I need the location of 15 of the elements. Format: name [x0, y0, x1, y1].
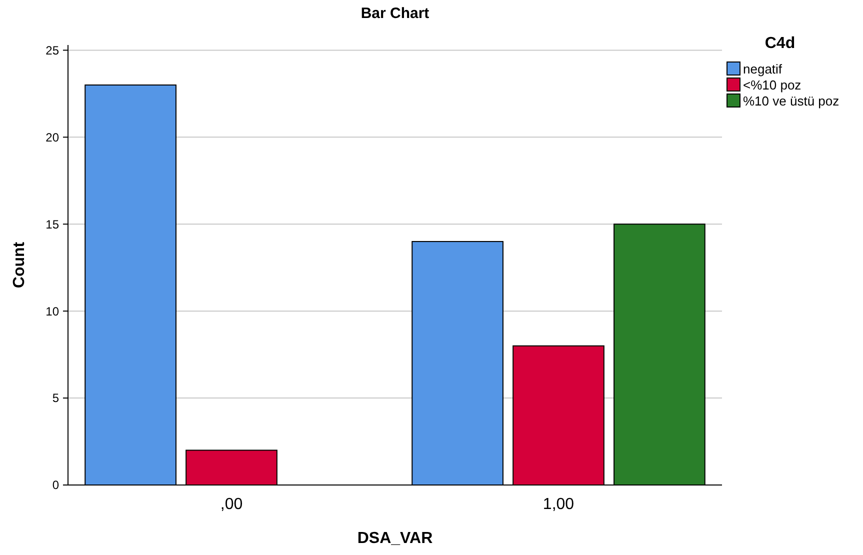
legend-label: negatif — [743, 62, 782, 77]
legend-title: C4d — [764, 35, 796, 52]
y-tick-label: 5 — [52, 391, 60, 406]
legend-label: %10 ve üstü poz — [743, 94, 840, 109]
y-tick-label: 20 — [46, 130, 60, 144]
legend-label: <%10 poz — [743, 78, 802, 93]
x-axis-title: DSA_VAR — [357, 530, 434, 547]
y-axis-title: Count — [11, 241, 28, 288]
chart-title: Bar Chart — [360, 5, 430, 22]
y-tick-label: 10 — [46, 304, 60, 318]
y-tick-label: 15 — [46, 217, 60, 232]
y-tick-label: 0 — [52, 478, 60, 492]
x-tick-label: ,00 — [220, 496, 243, 513]
x-tick-label: 1,00 — [542, 496, 574, 513]
y-tick-label: 25 — [46, 43, 60, 58]
